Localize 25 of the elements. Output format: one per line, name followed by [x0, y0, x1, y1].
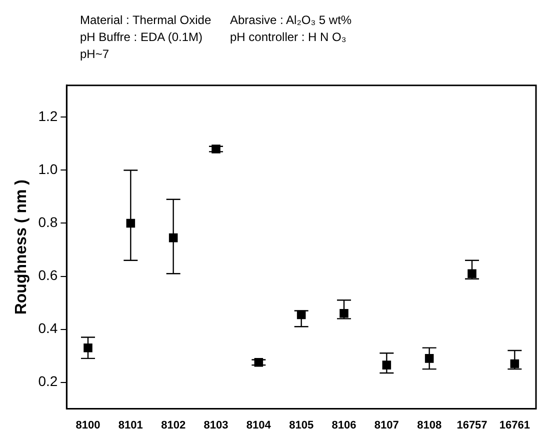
y-tick-label: 1.2 [38, 108, 58, 124]
x-tick-label: 8105 [289, 419, 314, 432]
x-tick-label: 8107 [374, 419, 399, 432]
x-tick-label: 8102 [161, 419, 186, 432]
x-tick-label: 8100 [76, 419, 100, 432]
text: Material : Thermal Oxide [80, 12, 212, 29]
text: pH~7 [80, 46, 110, 63]
y-tick-label: 0.8 [38, 214, 58, 230]
x-tick-label: 16761 [499, 419, 530, 432]
x-tick-label: 8104 [246, 419, 272, 432]
x-tick-label: 8108 [417, 419, 442, 432]
y-tick-label: 0.6 [38, 267, 58, 284]
x-tick-label: 8106 [332, 419, 356, 432]
point [340, 308, 348, 318]
point [468, 269, 476, 278]
text: pH controller : H N O₃ [230, 29, 348, 46]
y-tick-label: 0.2 [38, 373, 58, 390]
text: pH Buffre : EDA (0.1M) [80, 29, 204, 46]
x-tick-label: 8101 [118, 419, 143, 432]
y-tick-label: 1.0 [38, 161, 58, 178]
y-tick-label: 0.4 [38, 320, 58, 336]
x-tick-label: 8103 [204, 419, 228, 432]
y-axis-title: Roughness ( nm ) [13, 180, 30, 315]
text: Abrasive : Al₂O₃ 5 wt% [230, 12, 352, 29]
x-tick-label: 16757 [456, 419, 488, 432]
